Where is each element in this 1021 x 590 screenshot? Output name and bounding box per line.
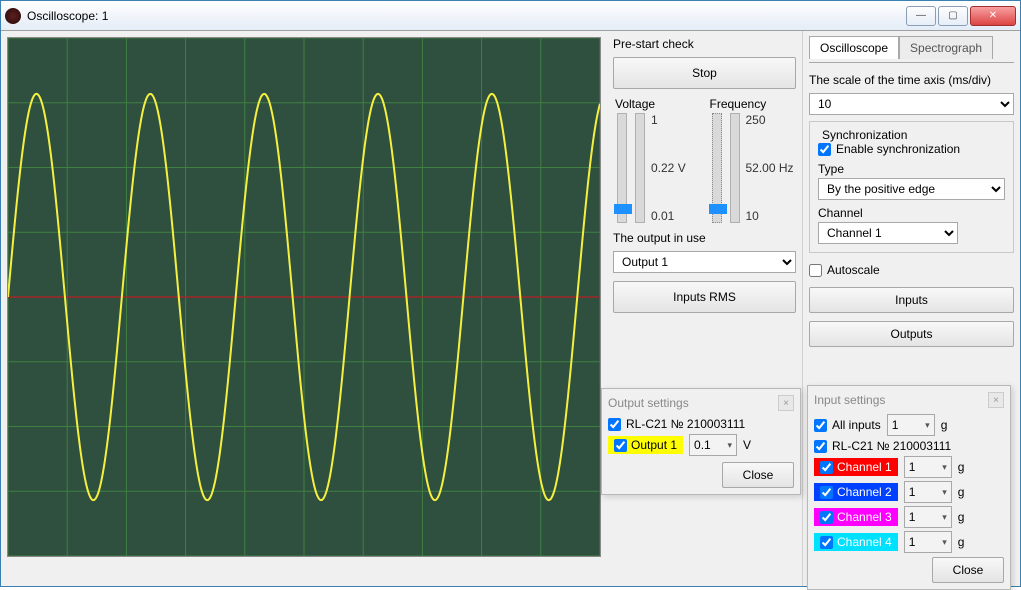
channel-row: Channel 4 1▾ g	[814, 531, 1004, 553]
sync-group: Synchronization Enable synchronization T…	[809, 121, 1014, 253]
oscilloscope-display	[7, 37, 601, 557]
frequency-label: Frequency	[710, 97, 795, 111]
channel-3-checkbox[interactable]: Channel 3	[814, 508, 898, 526]
inputs-rms-button[interactable]: Inputs RMS	[613, 281, 796, 313]
input-settings-collapse-icon[interactable]: ×	[988, 392, 1004, 408]
maximize-button[interactable]: ▢	[938, 6, 968, 26]
channel-2-value-select[interactable]: 1▾	[904, 481, 952, 503]
input-device-checkbox[interactable]: RL-C21 № 210003111	[814, 439, 1004, 453]
input-settings-title: Input settings	[814, 393, 885, 407]
output1-checkbox[interactable]: Output 1	[608, 436, 683, 454]
inputs-button[interactable]: Inputs	[809, 287, 1014, 313]
close-button[interactable]: ✕	[970, 6, 1016, 26]
app-icon	[5, 8, 21, 24]
autoscale-checkbox[interactable]: Autoscale	[809, 263, 1014, 277]
minimize-button[interactable]: —	[906, 6, 936, 26]
prestart-label: Pre-start check	[613, 37, 796, 51]
control-column: Pre-start check Stop Voltage 1 0.22 V 0.…	[607, 31, 802, 586]
output1-unit: V	[743, 438, 751, 452]
output-in-use-label: The output in use	[613, 231, 796, 245]
output1-value-select[interactable]: 0.1▾	[689, 434, 737, 456]
voltage-slider-coarse[interactable]	[617, 113, 627, 223]
sync-type-select[interactable]: By the positive edge	[818, 178, 1005, 200]
frequency-slider-coarse[interactable]	[712, 113, 722, 223]
voltage-label: Voltage	[615, 97, 700, 111]
output-settings-title: Output settings	[608, 396, 689, 410]
channel-4-value-select[interactable]: 1▾	[904, 531, 952, 553]
voltage-value: 0.22 V	[651, 161, 686, 175]
output-settings-close-button[interactable]: Close	[722, 462, 794, 488]
window-title: Oscilloscope: 1	[27, 9, 906, 23]
frequency-slider-fine[interactable]	[730, 113, 740, 223]
output-select[interactable]: Output 1	[613, 251, 796, 273]
voltage-max: 1	[651, 113, 686, 127]
voltage-slider-fine[interactable]	[635, 113, 645, 223]
voltage-min: 0.01	[651, 209, 686, 223]
time-scale-select[interactable]: 10	[809, 93, 1014, 115]
channel-2-checkbox[interactable]: Channel 2	[814, 483, 898, 501]
enable-sync-checkbox[interactable]: Enable synchronization	[818, 142, 1005, 156]
stop-button[interactable]: Stop	[613, 57, 796, 89]
input-settings-close-button[interactable]: Close	[932, 557, 1004, 583]
channel-1-value-select[interactable]: 1▾	[904, 456, 952, 478]
channel-4-checkbox[interactable]: Channel 4	[814, 533, 898, 551]
titlebar[interactable]: Oscilloscope: 1 — ▢ ✕	[1, 1, 1020, 31]
outputs-button[interactable]: Outputs	[809, 321, 1014, 347]
output-settings-collapse-icon[interactable]: ×	[778, 395, 794, 411]
oscilloscope-window: Oscilloscope: 1 — ▢ ✕ Pre-start check St…	[0, 0, 1021, 587]
sync-type-label: Type	[818, 162, 1005, 176]
channel-row: Channel 3 1▾ g	[814, 506, 1004, 528]
all-inputs-value-select[interactable]: 1▾	[887, 414, 935, 436]
tab-oscilloscope[interactable]: Oscilloscope	[809, 36, 899, 59]
channel-3-unit: g	[958, 510, 965, 524]
frequency-max: 250	[746, 113, 794, 127]
channel-1-checkbox[interactable]: Channel 1	[814, 458, 898, 476]
output-device-checkbox[interactable]: RL-C21 № 210003111	[608, 417, 794, 431]
sync-channel-label: Channel	[818, 206, 1005, 220]
sync-channel-select[interactable]: Channel 1	[818, 222, 958, 244]
time-scale-label: The scale of the time axis (ms/div)	[809, 73, 1014, 87]
tab-spectrograph[interactable]: Spectrograph	[899, 36, 993, 59]
channel-1-unit: g	[958, 460, 965, 474]
channel-2-unit: g	[958, 485, 965, 499]
output-settings-panel[interactable]: Output settings × RL-C21 № 210003111 Out…	[601, 388, 801, 495]
all-inputs-unit: g	[941, 418, 948, 432]
channel-3-value-select[interactable]: 1▾	[904, 506, 952, 528]
frequency-value: 52.00 Hz	[746, 161, 794, 175]
frequency-min: 10	[746, 209, 794, 223]
input-settings-panel[interactable]: Input settings × All inputs 1▾ g RL-C21 …	[807, 385, 1011, 590]
channel-4-unit: g	[958, 535, 965, 549]
channel-row: Channel 1 1▾ g	[814, 456, 1004, 478]
all-inputs-checkbox[interactable]: All inputs	[814, 418, 881, 432]
channel-row: Channel 2 1▾ g	[814, 481, 1004, 503]
scope-canvas	[8, 38, 600, 556]
